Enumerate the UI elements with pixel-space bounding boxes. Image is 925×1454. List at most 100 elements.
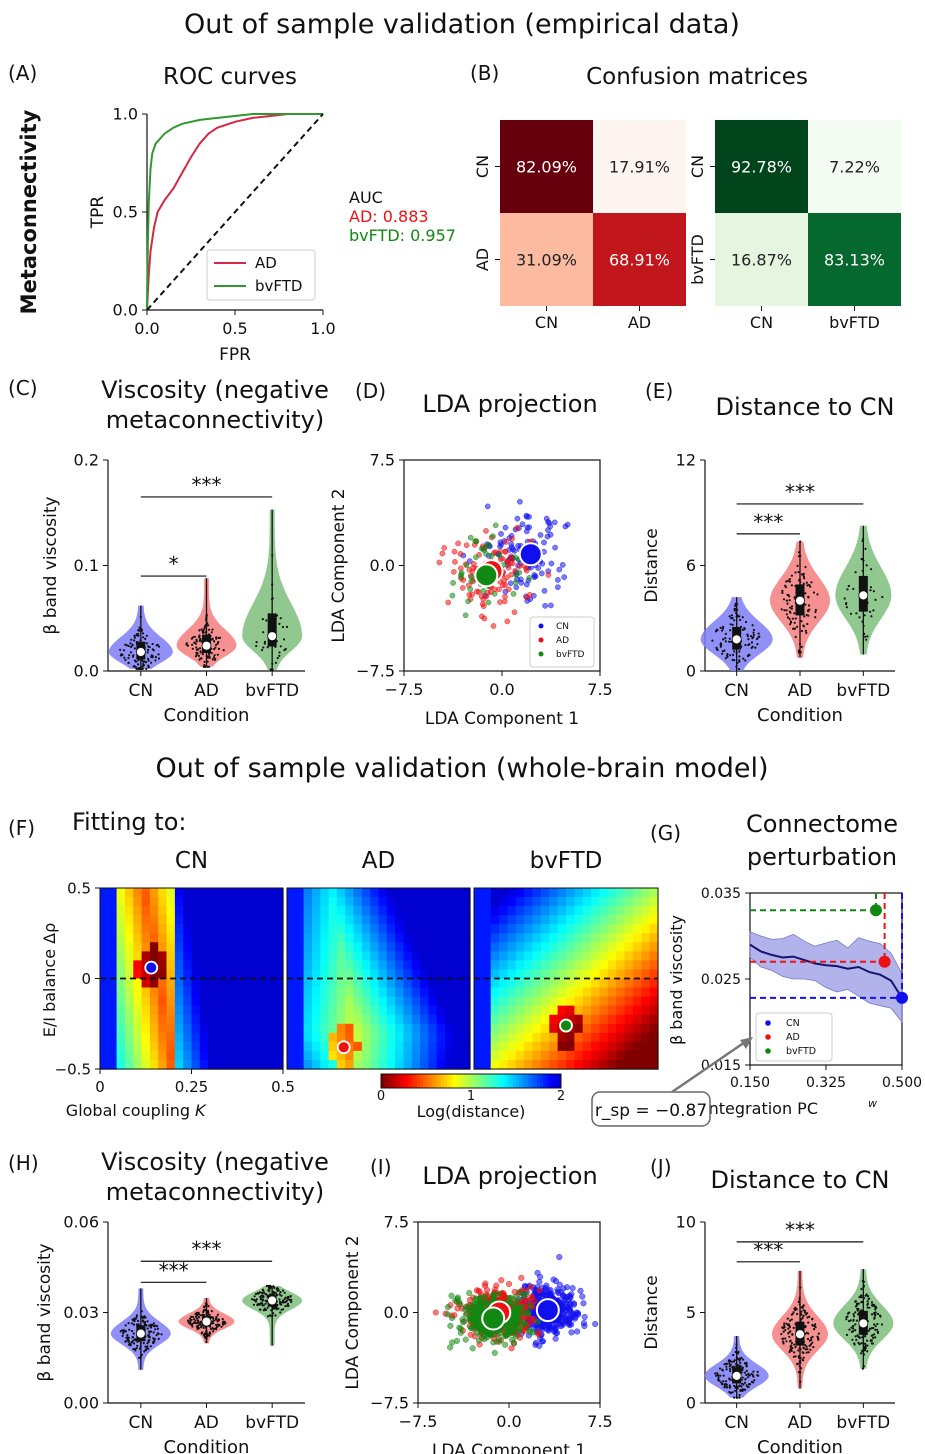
scatter-point-bvFTD [511,1306,518,1313]
heatmap-cell [216,915,226,925]
heatmap-cell [436,915,446,925]
data-point [281,1289,285,1292]
scatter-point-bvFTD [492,522,499,529]
heatmap-cell [274,906,284,916]
heatmap-cell [474,1005,483,1016]
heatmap-cell [312,969,321,980]
data-point [207,1305,210,1308]
heatmap-cell [233,1023,242,1034]
heatmap-cell [100,942,109,952]
heatmap-cell [312,996,321,1007]
heatmap-cell [266,1060,276,1070]
heatmap-cell [370,1060,380,1070]
heatmap-cell [428,1014,438,1025]
data-point [864,1347,867,1350]
heatmap-cell [303,978,313,989]
data-point [870,1342,873,1345]
heatmap-cell [616,915,626,925]
heatmap-cell [295,978,305,989]
heatmap-cell [345,951,355,962]
data-point [213,658,217,661]
data-point [132,665,135,668]
heatmap-cell [515,996,525,1007]
data-point [756,1370,759,1373]
data-point [788,617,791,621]
heatmap-cell [199,888,209,898]
data-point [787,579,790,583]
y-tick-label: 0.0 [370,556,395,575]
heatmap-cell [574,1032,584,1043]
x-axis-title: Condition [757,705,843,726]
scatter-point-AD [527,592,533,598]
data-point [123,656,126,659]
heatmap-cell [216,888,226,898]
data-point [744,1362,747,1365]
heatmap-cell [557,969,567,980]
row-label: AD [473,248,492,271]
heatmap-cell [303,1014,313,1025]
scatter-point-AD [504,618,511,625]
heatmap-cell [420,951,429,962]
data-point [752,633,756,637]
data-point [746,654,750,658]
data-point [808,583,811,587]
heatmap-cell [566,969,575,980]
heatmap-cell [499,1050,509,1061]
data-point [211,628,214,631]
heatmap-cell [591,960,601,971]
data-point [149,1345,152,1348]
heatmap-cell [624,1041,634,1052]
colorbar-segment [531,1074,535,1088]
legend-marker [538,651,544,657]
heatmap-panel-title: AD [362,848,395,874]
heatmap-cell [582,915,592,925]
data-point [854,1300,857,1303]
heatmap-cell [370,915,380,925]
data-point [872,1326,875,1330]
heatmap-cell [436,1060,446,1070]
heatmap-cell [616,960,626,971]
heatmap-cell [507,897,517,907]
heatmap-cell [361,933,371,943]
heatmap-cell [274,933,284,943]
heatmap-cell [566,996,575,1007]
heatmap-cell [557,942,567,952]
scatter-point-bvFTD [516,1304,523,1311]
heatmap-cell [303,1060,313,1070]
scatter-point-CN [568,1329,575,1336]
heatmap-cell [378,1060,388,1070]
scatter-point-AD [432,1309,439,1316]
heatmap-cell [224,978,234,989]
heatmap-cell [386,1041,396,1052]
heatmap-cell [320,924,330,934]
heatmap-cell [616,1032,626,1043]
data-point [790,1349,793,1352]
heatmap-cell [370,978,380,989]
lda-title: LDA projection [422,1162,597,1190]
heatmap-cell [100,906,109,916]
data-point [870,568,873,571]
heatmap-cell [312,987,321,998]
heatmap-cell [490,924,500,934]
heatmap-cell [515,1014,525,1025]
scatter-point-CN [575,1311,582,1318]
heatmap-cell [328,942,338,952]
data-point [740,1356,743,1359]
heatmap-cell [515,888,525,898]
heatmap-cell [287,951,296,962]
data-point [134,1349,137,1352]
data-point [865,1339,869,1342]
data-point [728,1367,732,1371]
data-point [782,1342,785,1345]
heatmap-cell [641,1014,651,1025]
scatter-point-CN [508,544,515,551]
heatmap-cell [287,960,296,971]
data-point [750,641,754,644]
heatmap-cell [461,951,471,962]
heatmap-cell [125,1005,134,1016]
data-point [880,1323,884,1326]
scatter-point-CN [514,515,521,522]
heatmap-cell [100,969,109,980]
heatmap-cell [524,969,534,980]
